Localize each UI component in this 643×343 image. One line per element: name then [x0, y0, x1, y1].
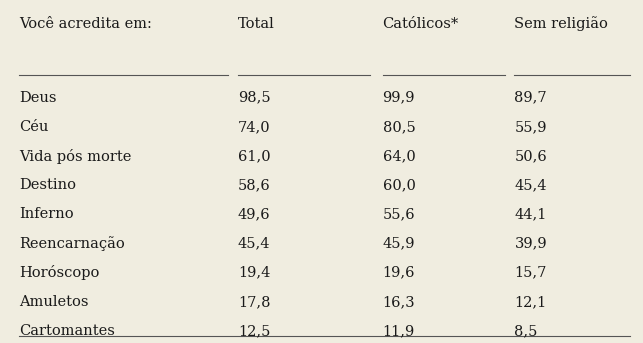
Text: 45,9: 45,9	[383, 237, 415, 250]
Text: 64,0: 64,0	[383, 149, 415, 163]
Text: 17,8: 17,8	[238, 295, 271, 309]
Text: Amuletos: Amuletos	[19, 295, 89, 309]
Text: Reencarnação: Reencarnação	[19, 236, 125, 251]
Text: Cartomantes: Cartomantes	[19, 324, 115, 338]
Text: 80,5: 80,5	[383, 120, 415, 134]
Text: 12,1: 12,1	[514, 295, 547, 309]
Text: 60,0: 60,0	[383, 178, 415, 192]
Text: Inferno: Inferno	[19, 208, 74, 221]
Text: Horóscopo: Horóscopo	[19, 265, 100, 280]
Text: 39,9: 39,9	[514, 237, 547, 250]
Text: 45,4: 45,4	[514, 178, 547, 192]
Text: Total: Total	[238, 17, 275, 31]
Text: Deus: Deus	[19, 91, 57, 105]
Text: 74,0: 74,0	[238, 120, 271, 134]
Text: 49,6: 49,6	[238, 208, 271, 221]
Text: Sem religião: Sem religião	[514, 16, 608, 32]
Text: 44,1: 44,1	[514, 208, 547, 221]
Text: 11,9: 11,9	[383, 324, 415, 338]
Text: 15,7: 15,7	[514, 266, 547, 280]
Text: Destino: Destino	[19, 178, 77, 192]
Text: Vida pós morte: Vida pós morte	[19, 149, 132, 164]
Text: 99,9: 99,9	[383, 91, 415, 105]
Text: 16,3: 16,3	[383, 295, 415, 309]
Text: Céu: Céu	[19, 120, 49, 134]
Text: 98,5: 98,5	[238, 91, 271, 105]
Text: 55,9: 55,9	[514, 120, 547, 134]
Text: 89,7: 89,7	[514, 91, 547, 105]
Text: 8,5: 8,5	[514, 324, 538, 338]
Text: 61,0: 61,0	[238, 149, 271, 163]
Text: 55,6: 55,6	[383, 208, 415, 221]
Text: 45,4: 45,4	[238, 237, 271, 250]
Text: 19,4: 19,4	[238, 266, 270, 280]
Text: Você acredita em:: Você acredita em:	[19, 17, 152, 31]
Text: 50,6: 50,6	[514, 149, 547, 163]
Text: 58,6: 58,6	[238, 178, 271, 192]
Text: 12,5: 12,5	[238, 324, 270, 338]
Text: 19,6: 19,6	[383, 266, 415, 280]
Text: Católicos*: Católicos*	[383, 17, 459, 31]
